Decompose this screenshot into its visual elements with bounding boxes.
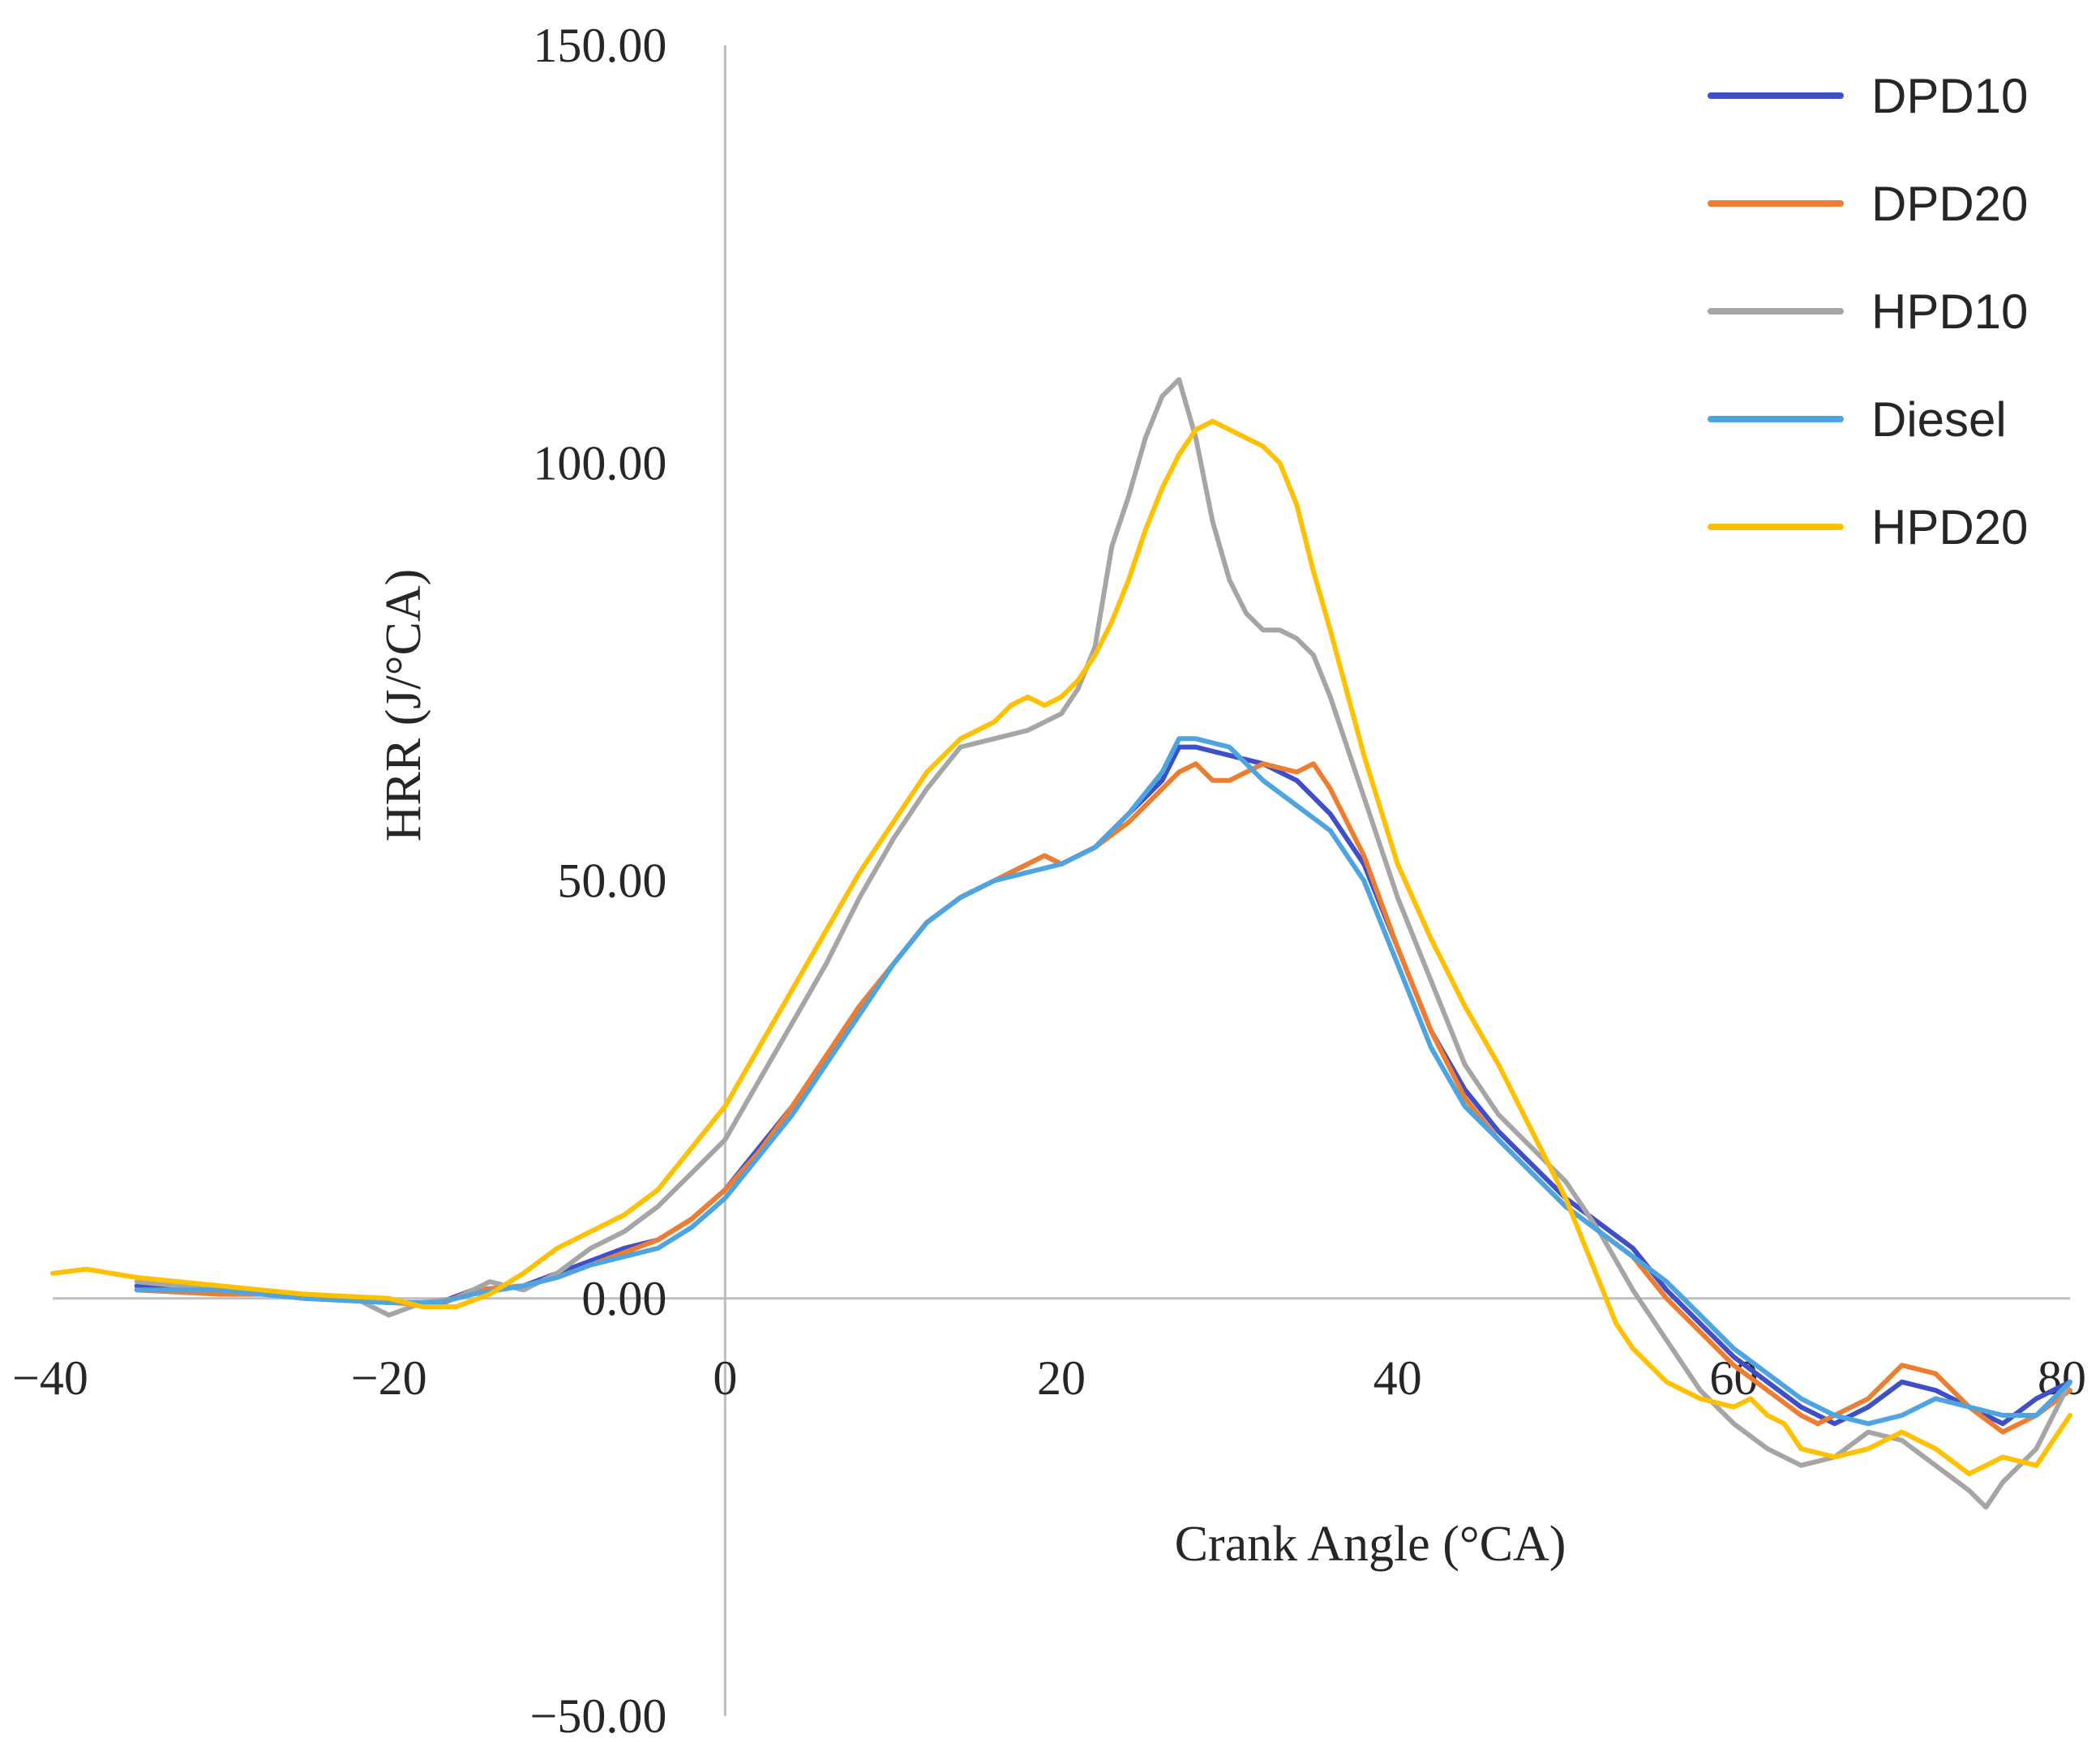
y-tick-label: 150.00 <box>533 19 666 72</box>
legend-label: DPD10 <box>1871 69 2028 123</box>
y-tick-label: 50.00 <box>557 854 666 908</box>
y-tick-label: 100.00 <box>533 436 666 490</box>
series-line-dpd20 <box>134 761 2072 1435</box>
legend: DPD10 DPD20 HPD10 Diesel HPD20 <box>1708 69 2028 554</box>
legend-item-hpd20: HPD20 <box>1708 500 2028 554</box>
y-axis-title: HRR (J/°CA) <box>376 569 431 842</box>
legend-item-diesel: Diesel <box>1708 392 2007 447</box>
series-line-dpd10 <box>134 744 2072 1427</box>
series-lines <box>50 377 2072 1510</box>
legend-label: HPD10 <box>1871 285 2028 339</box>
y-axis-ticks: −50.00 0.00 50.00 100.00 150.00 <box>529 19 666 1742</box>
series-line-hpd10 <box>134 377 2072 1510</box>
x-axis-title: Crank Angle (°CA) <box>1175 1517 1566 1572</box>
series-line-hpd20 <box>50 418 2072 1477</box>
x-tick-label: 20 <box>1037 1351 1086 1405</box>
legend-item-hpd10: HPD10 <box>1708 285 2028 339</box>
x-tick-label: −20 <box>351 1351 427 1405</box>
series-line-diesel <box>134 736 2072 1427</box>
legend-item-dpd20: DPD20 <box>1708 177 2028 231</box>
legend-item-dpd10: DPD10 <box>1708 69 2028 123</box>
legend-label: HPD20 <box>1871 500 2028 554</box>
x-tick-label: 0 <box>713 1351 737 1405</box>
legend-label: Diesel <box>1871 392 2007 447</box>
x-tick-label: −40 <box>12 1351 88 1405</box>
y-tick-label: 0.00 <box>581 1272 666 1325</box>
y-tick-label: −50.00 <box>529 1689 666 1742</box>
legend-label: DPD20 <box>1871 177 2028 231</box>
x-tick-label: 40 <box>1374 1351 1422 1405</box>
